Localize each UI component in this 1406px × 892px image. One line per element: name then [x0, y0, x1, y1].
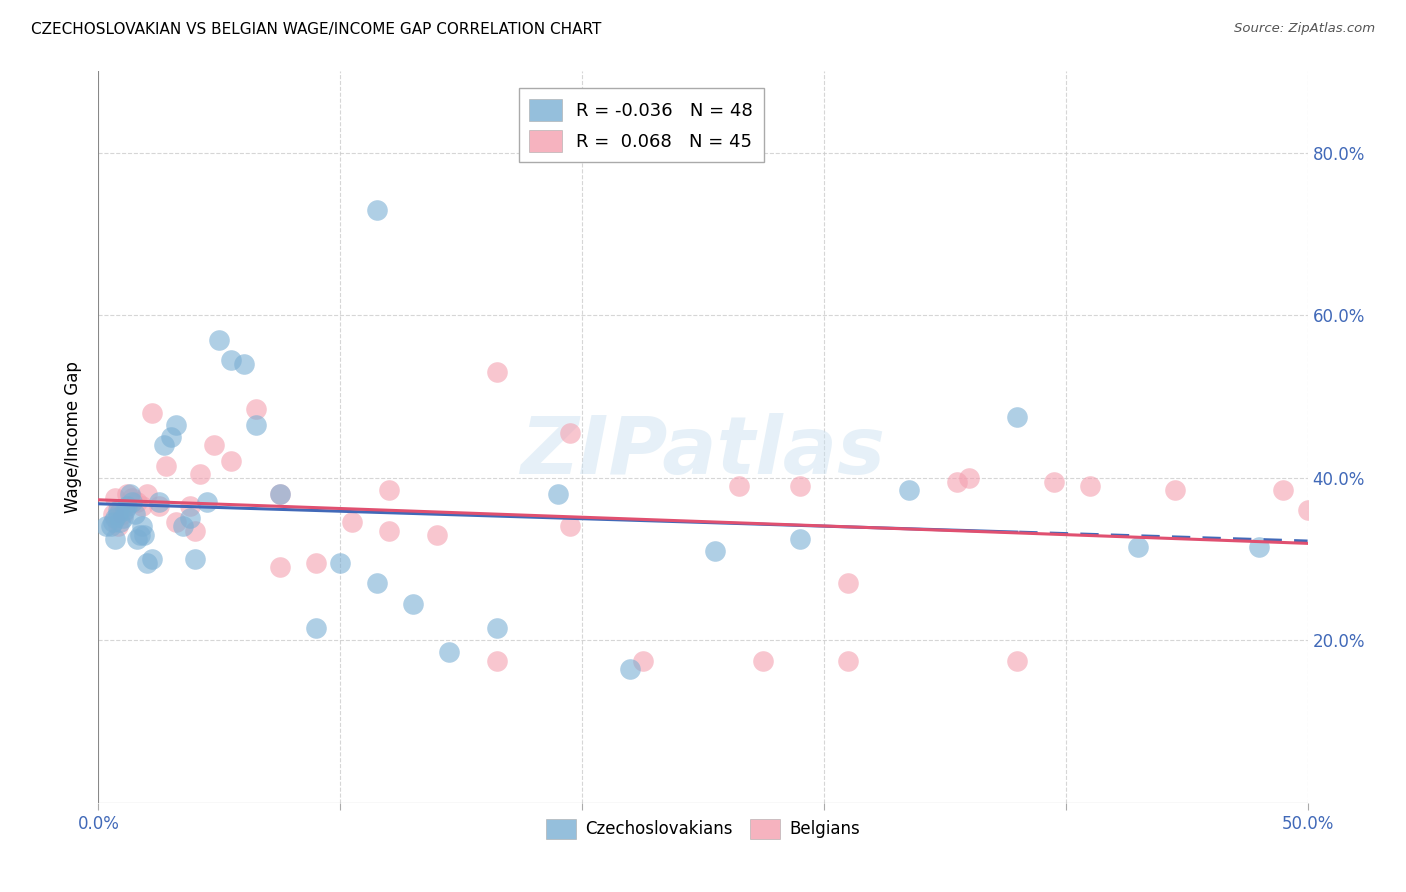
Point	[179, 511, 201, 525]
Point	[426, 527, 449, 541]
Point	[305, 556, 328, 570]
Point	[94, 519, 117, 533]
Point	[245, 417, 267, 432]
Point	[269, 560, 291, 574]
Point	[121, 495, 143, 509]
Point	[152, 438, 174, 452]
Point	[148, 499, 170, 513]
Text: Source: ZipAtlas.com: Source: ZipAtlas.com	[1234, 22, 1375, 36]
Point	[108, 503, 131, 517]
Point	[104, 532, 127, 546]
Point	[221, 454, 243, 468]
Legend: Czechoslovakians, Belgians: Czechoslovakians, Belgians	[538, 812, 868, 846]
Point	[837, 576, 859, 591]
Point	[1163, 483, 1185, 497]
Point	[117, 487, 139, 501]
Text: ZIPatlas: ZIPatlas	[520, 413, 886, 491]
Point	[131, 499, 153, 513]
Point	[486, 621, 509, 635]
Y-axis label: Wage/Income Gap: Wage/Income Gap	[65, 361, 83, 513]
Point	[127, 495, 149, 509]
Point	[208, 333, 231, 347]
Point	[789, 532, 811, 546]
Point	[957, 471, 980, 485]
Point	[108, 516, 131, 530]
Point	[107, 519, 129, 533]
Point	[160, 430, 183, 444]
Point	[184, 524, 207, 538]
Point	[486, 365, 509, 379]
Point	[547, 487, 569, 501]
Point	[184, 552, 207, 566]
Text: CZECHOSLOVAKIAN VS BELGIAN WAGE/INCOME GAP CORRELATION CHART: CZECHOSLOVAKIAN VS BELGIAN WAGE/INCOME G…	[31, 22, 602, 37]
Point	[1296, 503, 1319, 517]
Point	[124, 508, 146, 522]
Point	[131, 519, 153, 533]
Point	[631, 654, 654, 668]
Point	[1272, 483, 1295, 497]
Point	[148, 495, 170, 509]
Point	[101, 516, 124, 530]
Point	[1007, 654, 1029, 668]
Point	[117, 499, 139, 513]
Point	[366, 576, 388, 591]
Point	[165, 417, 187, 432]
Point	[195, 495, 218, 509]
Point	[104, 491, 127, 505]
Point	[107, 503, 129, 517]
Point	[135, 487, 157, 501]
Point	[1042, 475, 1064, 489]
Point	[1128, 540, 1150, 554]
Point	[134, 527, 156, 541]
Point	[837, 654, 859, 668]
Point	[221, 352, 243, 367]
Point	[329, 556, 352, 570]
Point	[558, 425, 581, 440]
Point	[897, 483, 920, 497]
Point	[558, 519, 581, 533]
Point	[121, 491, 143, 505]
Point	[188, 467, 211, 481]
Point	[172, 519, 194, 533]
Point	[118, 487, 141, 501]
Point	[1078, 479, 1101, 493]
Point	[204, 438, 226, 452]
Point	[141, 406, 163, 420]
Point	[232, 357, 254, 371]
Point	[155, 458, 177, 473]
Point	[619, 662, 641, 676]
Point	[342, 516, 364, 530]
Point	[114, 503, 136, 517]
Point	[111, 508, 134, 522]
Point	[789, 479, 811, 493]
Point	[377, 524, 399, 538]
Point	[366, 202, 388, 217]
Point	[165, 516, 187, 530]
Point	[1249, 540, 1271, 554]
Point	[104, 511, 127, 525]
Point	[704, 544, 727, 558]
Point	[305, 621, 328, 635]
Point	[377, 483, 399, 497]
Point	[946, 475, 969, 489]
Point	[135, 556, 157, 570]
Point	[752, 654, 775, 668]
Point	[728, 479, 751, 493]
Point	[128, 527, 150, 541]
Point	[245, 401, 267, 416]
Point	[437, 645, 460, 659]
Point	[127, 532, 149, 546]
Point	[1007, 409, 1029, 424]
Point	[111, 511, 134, 525]
Point	[141, 552, 163, 566]
Point	[107, 508, 129, 522]
Point	[100, 519, 122, 533]
Point	[269, 487, 291, 501]
Point	[486, 654, 509, 668]
Point	[179, 499, 201, 513]
Point	[269, 487, 291, 501]
Point	[101, 508, 124, 522]
Point	[402, 597, 425, 611]
